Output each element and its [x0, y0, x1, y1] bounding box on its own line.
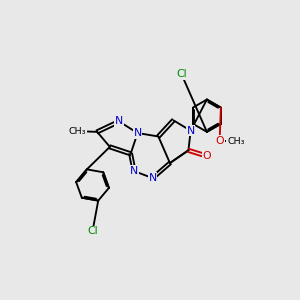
Text: N: N: [187, 126, 195, 136]
Text: Cl: Cl: [176, 69, 187, 79]
Text: CH₃: CH₃: [227, 136, 244, 146]
Text: N: N: [148, 173, 157, 183]
Text: N: N: [134, 128, 142, 138]
Text: O: O: [202, 151, 211, 161]
Text: N: N: [115, 116, 123, 127]
Text: Cl: Cl: [87, 226, 98, 236]
Text: N: N: [130, 166, 138, 176]
Text: CH₃: CH₃: [69, 127, 86, 136]
Text: O: O: [215, 136, 224, 146]
